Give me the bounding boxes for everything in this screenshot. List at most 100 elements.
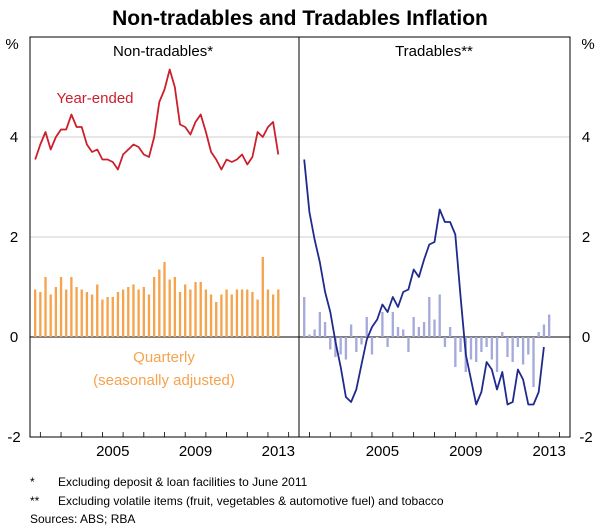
tradables-quarterly-bar bbox=[454, 337, 457, 367]
non-tradables-quarterly-bar bbox=[168, 279, 171, 337]
non-tradables-quarterly-bar bbox=[121, 289, 125, 337]
footnote-1-text: Excluding deposit & loan facilities to J… bbox=[58, 475, 308, 489]
tradables-quarterly-bar bbox=[443, 337, 447, 347]
non-tradables-quarterly-bar bbox=[111, 297, 114, 337]
tradables-quarterly-bar bbox=[339, 337, 342, 355]
non-tradables-quarterly-bar bbox=[39, 292, 42, 337]
x-tick-label: 2009 bbox=[449, 443, 482, 460]
tradables-quarterly-bar bbox=[532, 337, 535, 387]
tradables-quarterly-bar bbox=[521, 337, 525, 365]
tradables-quarterly-bar bbox=[490, 337, 493, 360]
non-tradables-quarterly-bar bbox=[142, 287, 145, 337]
tradables-quarterly-bar bbox=[475, 337, 478, 362]
tradables-quarterly-bar bbox=[480, 337, 483, 352]
tradables-quarterly-bar bbox=[407, 337, 410, 352]
x-tick-label: 2005 bbox=[366, 443, 399, 460]
tradables-quarterly-bar bbox=[438, 294, 441, 337]
tradables-quarterly-bar bbox=[506, 337, 509, 357]
non-tradables-quarterly-bar bbox=[256, 299, 259, 337]
non-tradables-quarterly-bar bbox=[34, 289, 37, 337]
annotation-year-ended: Year-ended bbox=[56, 90, 133, 107]
non-tradables-quarterly-bar bbox=[163, 262, 166, 337]
x-tick-label: 2005 bbox=[96, 443, 129, 460]
panel-title-tradables: Tradables** bbox=[395, 43, 473, 60]
tradables-quarterly-bar bbox=[365, 317, 368, 337]
non-tradables-quarterly-bar bbox=[44, 277, 47, 337]
tradables-quarterly-bar bbox=[355, 337, 358, 352]
non-tradables-quarterly-bar bbox=[184, 284, 187, 337]
non-tradables-quarterly-bar bbox=[132, 284, 135, 337]
tradables-quarterly-bar bbox=[469, 337, 473, 360]
tradables-quarterly-bar bbox=[349, 324, 353, 337]
line-series bbox=[34, 68, 545, 406]
footnote-2: ** Excluding volatile items (fruit, vege… bbox=[30, 494, 444, 508]
y-tick-label-left: 4 bbox=[10, 129, 18, 146]
non-tradables-quarterly-bar bbox=[101, 299, 104, 337]
non-tradables-quarterly-bar bbox=[147, 294, 151, 337]
sources: Sources: ABS; RBA bbox=[30, 512, 135, 526]
non-tradables-quarterly-bar bbox=[246, 289, 249, 337]
axis-ticks: 2005 2009 2013 2005 2009 2013 -2 -2 0 0 2 2 4 4 bbox=[7, 129, 592, 460]
non-tradables-quarterly-bar bbox=[240, 289, 244, 337]
tradables-quarterly-bar bbox=[428, 297, 431, 337]
tradables-quarterly-bar bbox=[376, 337, 379, 338]
non-tradables-quarterly-bar bbox=[85, 292, 89, 337]
y-tick-label-right: 4 bbox=[582, 129, 590, 146]
tradables-quarterly-bar bbox=[370, 337, 374, 355]
non-tradables-quarterly-bar bbox=[261, 257, 264, 337]
tradables-quarterly-bar bbox=[318, 312, 322, 337]
non-tradables-quarterly-bar bbox=[106, 297, 109, 337]
tradables-quarterly-bar bbox=[501, 332, 504, 337]
tradables-quarterly-bar bbox=[516, 337, 520, 347]
tradables-quarterly-bar bbox=[303, 297, 306, 337]
tradables-quarterly-bar bbox=[511, 337, 514, 362]
tradables-quarterly-bar bbox=[547, 314, 551, 337]
tradables-quarterly-bar bbox=[527, 337, 530, 355]
non-tradables-quarterly-bar bbox=[152, 277, 156, 337]
non-tradables-quarterly-bar bbox=[116, 292, 120, 337]
footnote-1-mark: * bbox=[30, 475, 35, 489]
tradables-quarterly-bar bbox=[422, 322, 426, 337]
tradables-quarterly-bar bbox=[542, 324, 546, 337]
annotation-quarterly: Quarterly bbox=[133, 349, 195, 366]
x-tick-label: 2013 bbox=[262, 443, 295, 460]
non-tradables-quarterly-bar bbox=[199, 282, 202, 337]
tradables-quarterly-bar bbox=[485, 337, 488, 347]
non-tradables-quarterly-bar bbox=[173, 277, 177, 337]
non-tradables-quarterly-bar bbox=[75, 287, 78, 337]
chart-title: Non-tradables and Tradables Inflation bbox=[112, 7, 488, 30]
tradables-quarterly-bar bbox=[433, 319, 436, 337]
non-tradables-quarterly-bar bbox=[251, 292, 254, 337]
non-tradables-quarterly-bar bbox=[70, 277, 73, 337]
non-tradables-quarterly-bar bbox=[215, 302, 218, 337]
non-tradables-quarterly-bar bbox=[49, 294, 52, 337]
non-tradables-quarterly-bar bbox=[158, 269, 161, 337]
x-tick-label: 2009 bbox=[179, 443, 212, 460]
non-tradables-quarterly-bar bbox=[194, 282, 197, 337]
footnote-2-mark: ** bbox=[30, 494, 40, 508]
non-tradables-quarterly-bar bbox=[80, 289, 83, 337]
non-tradables-quarterly-bar bbox=[127, 287, 130, 337]
tradables-quarterly-bar bbox=[386, 337, 389, 347]
non-tradables-quarterly-bar bbox=[137, 289, 140, 337]
tradables-year-ended-line bbox=[303, 159, 545, 406]
tradables-quarterly-bar bbox=[360, 337, 363, 345]
non-tradables-quarterly-bar bbox=[277, 289, 280, 337]
tradables-quarterly-bar bbox=[323, 322, 327, 337]
non-tradables-year-ended-line bbox=[34, 68, 280, 171]
y-unit-right: % bbox=[581, 36, 594, 53]
tradables-quarterly-bar bbox=[313, 329, 316, 337]
y-tick-label-left: 2 bbox=[10, 229, 18, 246]
non-tradables-quarterly-bar bbox=[209, 294, 213, 337]
non-tradables-quarterly-bar bbox=[225, 289, 228, 337]
non-tradables-quarterly-bar bbox=[271, 294, 275, 337]
panel-title-non-tradables: Non-tradables* bbox=[113, 43, 213, 60]
y-tick-label-left: 0 bbox=[10, 329, 18, 346]
non-tradables-quarterly-bar bbox=[235, 289, 239, 337]
tradables-quarterly-bar bbox=[459, 337, 462, 352]
tradables-quarterly-bar bbox=[448, 327, 452, 337]
tradables-quarterly-bar bbox=[391, 312, 394, 337]
annotation-seasonally-adjusted: (seasonally adjusted) bbox=[93, 372, 235, 389]
y-tick-label-right: 0 bbox=[582, 329, 590, 346]
